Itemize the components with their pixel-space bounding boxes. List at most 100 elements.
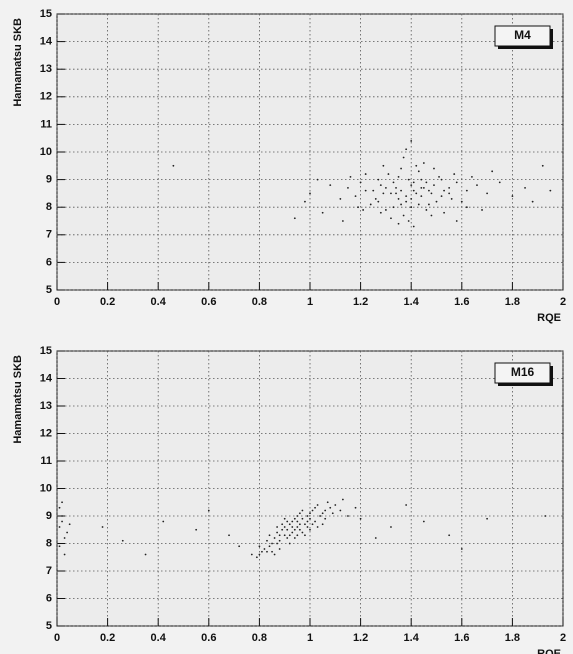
y-tick-label: 5 — [46, 284, 52, 296]
point — [412, 181, 415, 184]
point — [314, 506, 316, 509]
point — [298, 512, 301, 515]
point — [278, 534, 281, 537]
point — [276, 531, 279, 534]
point — [422, 162, 425, 164]
point — [425, 181, 428, 184]
point — [415, 192, 418, 195]
point — [281, 523, 284, 526]
point — [309, 528, 311, 531]
point — [354, 506, 357, 509]
point — [377, 200, 380, 203]
point — [258, 553, 261, 556]
point — [359, 181, 362, 184]
point — [286, 528, 289, 531]
point — [298, 528, 301, 531]
point — [296, 526, 299, 528]
point — [392, 206, 395, 209]
point — [395, 192, 397, 195]
point — [311, 523, 314, 526]
point — [395, 186, 397, 189]
x-tick-label: 1.6 — [454, 632, 469, 644]
point — [278, 539, 281, 542]
point — [121, 539, 124, 542]
chart: 5 6 7 8 9 10 11 12 13 14 15 0 0.2 0.4 0.6 0.8 1 1.2 1.4 1.6… — [12, 345, 566, 654]
point — [273, 553, 276, 556]
point — [339, 509, 342, 512]
point — [359, 517, 362, 520]
legend-box — [494, 362, 551, 384]
point — [309, 512, 311, 515]
x-tick-label: 0.8 — [252, 296, 267, 308]
point — [319, 515, 322, 517]
x-tick-label: 0 — [54, 296, 60, 308]
point — [347, 186, 349, 189]
point — [420, 178, 423, 181]
point — [471, 175, 473, 178]
point — [341, 220, 344, 222]
point — [283, 526, 286, 528]
point — [531, 200, 534, 203]
point — [448, 534, 451, 537]
point — [541, 164, 544, 167]
point — [304, 523, 306, 526]
x-tick-label: 1.4 — [404, 296, 420, 308]
point — [306, 520, 309, 523]
point — [433, 184, 435, 187]
point — [301, 509, 304, 512]
x-tick-label: 0.4 — [151, 632, 167, 644]
y-axis-label: Hamamatsu SKB — [12, 355, 24, 444]
x-axis-label: RQE — [537, 312, 561, 324]
point — [430, 192, 433, 195]
x-tick-label: 0.2 — [100, 296, 115, 308]
point — [58, 545, 61, 548]
point — [379, 184, 382, 187]
point — [387, 173, 390, 175]
point — [410, 206, 413, 209]
point — [385, 186, 387, 189]
point — [298, 523, 301, 526]
point — [372, 189, 375, 192]
point — [400, 189, 402, 192]
y-tick-label: 15 — [40, 8, 52, 20]
point — [144, 553, 147, 556]
point — [324, 517, 327, 520]
point — [266, 539, 268, 542]
point — [68, 523, 71, 526]
x-tick-label: 1 — [307, 632, 313, 644]
point — [417, 170, 420, 173]
point — [61, 501, 63, 504]
point — [397, 198, 400, 200]
x-axis-label: RQE — [537, 648, 561, 654]
x-tick-label: 1.8 — [505, 296, 520, 308]
point — [382, 192, 385, 195]
point — [443, 189, 445, 192]
point — [66, 531, 69, 534]
point — [266, 550, 268, 553]
point — [476, 184, 478, 187]
point — [293, 517, 296, 520]
point — [329, 506, 332, 509]
point — [430, 214, 433, 217]
x-tick-label: 1.2 — [353, 296, 368, 308]
y-tick-label: 12 — [40, 91, 52, 103]
point — [329, 184, 332, 187]
point — [448, 192, 451, 195]
point — [415, 164, 418, 167]
point — [465, 189, 468, 192]
point — [293, 217, 296, 220]
y-tick-label: 9 — [46, 174, 52, 186]
y-axis-label: Hamamatsu SKB — [12, 18, 24, 107]
point — [369, 203, 372, 206]
point — [382, 164, 385, 167]
point — [58, 526, 61, 528]
y-tick-label: 8 — [46, 201, 52, 213]
point — [301, 517, 304, 520]
legend-title: M16 — [511, 365, 535, 379]
point — [309, 192, 311, 195]
point — [405, 195, 408, 198]
point — [331, 512, 334, 515]
point — [420, 186, 423, 189]
point — [425, 209, 428, 211]
x-tick-label: 2 — [560, 632, 566, 644]
